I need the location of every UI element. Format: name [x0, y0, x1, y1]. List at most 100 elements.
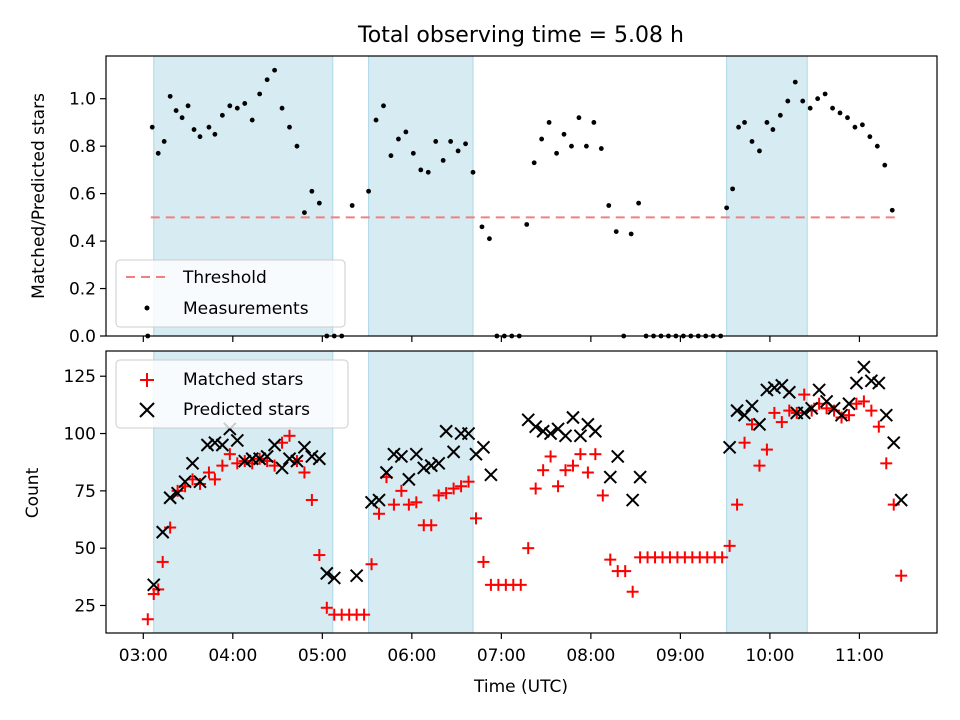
matched-star-point [552, 480, 565, 493]
predicted-star-point [439, 424, 453, 438]
x-tick-label: 03:00 [119, 646, 168, 666]
measurement-point [349, 203, 355, 208]
predicted-star-point [461, 426, 476, 441]
measurements-legend-swatch [144, 305, 150, 311]
measurement-point [440, 158, 446, 163]
top-y-tick-label: 0.0 [69, 327, 96, 347]
matched-star-point [731, 498, 744, 511]
matched-star-point [223, 448, 236, 461]
predicted-star-point [417, 461, 431, 475]
bottom-y-tick-label: 25 [74, 596, 96, 616]
predicted-star-stroke-b [834, 408, 849, 422]
measurement-point [272, 67, 277, 73]
predicted-star-point [737, 408, 752, 422]
predicted-star-point [305, 449, 319, 464]
predicted-star-stroke-b [238, 454, 252, 468]
predicted-star-point [782, 385, 797, 399]
top-y-tick-label: 0.2 [69, 280, 96, 300]
x-tick-label: 11:00 [835, 646, 884, 666]
predicted-star-point [275, 461, 289, 475]
figure-title: Total observing time = 5.08 h [357, 23, 684, 48]
matched-star-point [865, 404, 878, 417]
measurement-point [569, 143, 574, 149]
bottom-legend: Matched stars Predicted stars [115, 359, 349, 429]
measurement-point [815, 96, 821, 102]
matched-star-point [432, 489, 445, 502]
measurement-point [309, 188, 315, 194]
predicted-star-point [812, 383, 826, 397]
predicted-star-stroke-b [282, 452, 297, 466]
bottom-legend-box [115, 359, 349, 429]
matched-star-point [410, 496, 423, 509]
measurement-point [179, 115, 185, 121]
predicted-star-point [864, 374, 879, 388]
matched-star-point [775, 416, 788, 429]
measurement-point [433, 139, 439, 144]
x-tick-label: 08:00 [566, 646, 615, 666]
matched-star-point [716, 551, 729, 564]
measurement-point [302, 210, 307, 216]
predicted-star-stroke-b [379, 465, 394, 480]
predicted-star-point [267, 438, 282, 452]
matched-star-point [320, 601, 333, 614]
predicted-star-point [558, 429, 573, 443]
predicted-star-stroke-b [200, 438, 215, 452]
predicted-star-stroke-b [633, 470, 647, 484]
predicted-star-point [760, 383, 774, 397]
measurement-point [792, 79, 798, 85]
measurement-point [742, 120, 747, 125]
measurement-point [730, 186, 736, 192]
predicted-star-point [633, 470, 647, 484]
measurement-point [770, 127, 776, 132]
measurement-point [561, 131, 567, 137]
predicted-star-point [185, 456, 200, 471]
bottom-y-tick-label: 50 [74, 539, 96, 559]
predicted-star-point [297, 440, 312, 454]
predicted-star-stroke-b [185, 456, 200, 471]
predicted-legend-swatch [139, 402, 155, 418]
predicted-star-stroke-b [521, 413, 535, 427]
measurement-point [882, 162, 888, 168]
measurement-point [531, 160, 537, 166]
measurement-point [294, 143, 300, 149]
matched-star-point [202, 466, 215, 479]
measurement-point [636, 200, 642, 206]
predicted-star-stroke-b [476, 440, 491, 454]
bottom-y-axis-label: Count [23, 467, 43, 518]
matched-star-point [596, 489, 609, 502]
predicted-star-stroke-b [163, 491, 177, 505]
measurement-point [212, 131, 218, 137]
matched-star-point [455, 480, 468, 493]
predicted-star-stroke-b [349, 568, 364, 583]
matched-star-point [835, 411, 848, 424]
predicted-star-stroke-b [461, 426, 476, 441]
measurement-point [889, 207, 895, 213]
matched-star-point [842, 409, 855, 422]
predicted-star-point [446, 445, 461, 459]
measurement-point [227, 103, 233, 109]
measurement-point [418, 167, 424, 173]
matched-star-point [619, 565, 632, 578]
threshold-legend-label: Threshold [182, 268, 267, 288]
measurement-point [425, 169, 431, 175]
predicted-star-point [387, 447, 401, 461]
bottom-y-tick-label: 100 [64, 425, 96, 445]
x-tick-label: 07:00 [477, 646, 526, 666]
bottom-panel: 25 50 75 100 125 03:00 04:00 05:00 06:00 07:00 08… [23, 350, 938, 697]
predicted-star-point [588, 424, 603, 438]
matched-star-point [305, 494, 318, 507]
predicted-star-point [879, 408, 893, 422]
matched-star-point [529, 482, 542, 495]
predicted-star-stroke-b [147, 578, 161, 592]
top-shaded-span-3 [726, 55, 808, 337]
matched-star-point [447, 482, 460, 495]
predicted-star-stroke-b [819, 394, 834, 409]
measurement-point [167, 93, 173, 99]
predicted-star-stroke-b [230, 433, 244, 448]
predicted-star-point [409, 447, 424, 461]
measurement-point [185, 103, 191, 109]
predicted-star-stroke-b [528, 419, 543, 434]
matched-star-point [760, 443, 773, 456]
matched-star-point [462, 475, 475, 488]
measurement-point [381, 103, 386, 109]
